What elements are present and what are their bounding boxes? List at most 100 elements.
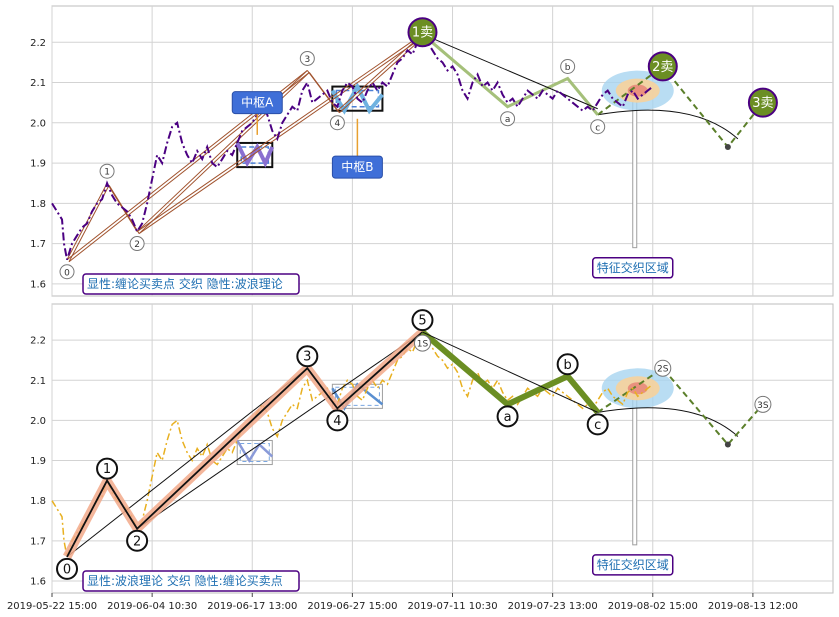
correction-trend	[422, 33, 598, 110]
wave-point-marker	[96, 457, 119, 480]
wave-channel	[337, 33, 423, 112]
sell-point-marker	[747, 87, 778, 118]
feature-marker	[632, 98, 638, 249]
wave-point-label: 1	[103, 462, 111, 477]
sell-point-marker	[654, 359, 672, 377]
y-tick-label: 1.9	[30, 456, 46, 467]
wave-point-marker	[500, 111, 516, 127]
projection-dot	[724, 143, 731, 150]
projection-curve	[597, 109, 739, 140]
wave-channel	[339, 35, 425, 114]
feature-label: 特征交织区域	[597, 260, 669, 275]
y-tick-label: 2.1	[30, 376, 46, 387]
zhongshu-label-box	[231, 91, 283, 115]
wave-point-label: 3	[304, 55, 310, 65]
x-tick-label: 2019-06-27 15:00	[307, 601, 397, 612]
wave-point-marker	[329, 115, 345, 131]
sell-point-marker	[407, 17, 438, 48]
feature-label-box	[591, 257, 674, 279]
panel-caption-box	[82, 273, 300, 295]
wave-point-label: c	[594, 418, 601, 433]
panel-top: 1.6 1.7 1.8 1.9 2.0 2.1 2.2 0 1 2 3 4 a b c 1卖 2卖 3卖 中枢A 中枢…	[30, 5, 834, 297]
wave-channel	[138, 35, 425, 234]
y-tick-label: 1.8	[30, 199, 46, 210]
wave-point-label: c	[595, 123, 600, 133]
y-tick-label: 1.7	[30, 239, 46, 250]
sell-point-label: 3卖	[752, 96, 773, 111]
wave-point-marker	[560, 59, 576, 74]
sell-point-label: 1卖	[412, 26, 433, 41]
wave-point-label: 0	[64, 268, 70, 278]
projection-dot	[724, 441, 731, 448]
panel-caption: 显性:缠论买卖点 交织 隐性:波浪理论	[87, 276, 283, 291]
wave-channel	[66, 367, 308, 558]
wave-point-label: 1	[104, 168, 110, 178]
sell-point-marker	[413, 334, 431, 352]
wave-point-marker	[326, 409, 349, 432]
projection-dashed	[597, 65, 764, 149]
wave-point-label: 3	[303, 350, 311, 365]
wave-point-marker	[496, 405, 519, 428]
x-tick-label: 2019-06-17 13:00	[207, 601, 297, 612]
y-tick-label: 1.6	[30, 576, 46, 587]
feature-label: 特征交织区域	[597, 557, 669, 572]
zhongshu-path	[236, 439, 274, 463]
zhongshu-label-box	[331, 155, 383, 179]
wave-point-marker	[99, 163, 115, 179]
y-tick-label: 2.0	[30, 416, 46, 427]
wave-point-label: 5	[418, 314, 426, 329]
x-tick-label: 2019-07-23 13:00	[508, 601, 598, 612]
wave-point-label: a	[504, 410, 512, 425]
wave-point-marker	[129, 236, 145, 252]
x-tick-label: 2019-05-22 15:00	[7, 601, 97, 612]
sell-point-marker	[754, 395, 772, 413]
panel-caption: 显性:波浪理论 交织 隐性:缠论买卖点	[87, 573, 283, 588]
wave-point-marker	[296, 345, 319, 368]
wave-point-label: 2	[133, 534, 141, 549]
zhongshu-path	[235, 142, 275, 168]
feature-zone-hot	[627, 382, 648, 395]
zhongshu-box	[236, 141, 274, 169]
panel-caption-box	[82, 570, 300, 592]
wave-channel	[308, 72, 340, 114]
sell-point-label: 2S	[657, 365, 669, 375]
zhongshu-path	[330, 82, 384, 115]
plot-area	[51, 5, 834, 297]
correction-path	[421, 33, 599, 116]
wave-point-label: 2	[134, 240, 140, 250]
sell-point-label: 1S	[417, 340, 429, 350]
wave-point-marker	[411, 309, 434, 332]
sell-point-marker	[647, 51, 678, 82]
y-tick-label: 2.0	[30, 118, 46, 129]
wave-point-marker	[126, 529, 149, 552]
wave-point-marker	[556, 353, 579, 376]
wave-point-marker	[299, 50, 315, 66]
correction-wave	[420, 329, 601, 415]
y-tick-label: 1.9	[30, 159, 46, 170]
feature-marker	[632, 395, 638, 546]
y-tick-label: 2.1	[30, 78, 46, 89]
zhongshu-label: 中枢A	[241, 95, 274, 110]
zhongshu-box	[236, 439, 273, 466]
x-tick-label: 2019-07-11 10:30	[407, 601, 497, 612]
sell-point-label: 3S	[757, 401, 769, 411]
feature-label-box	[591, 554, 674, 576]
wave-channel	[136, 331, 423, 530]
wave-point-marker	[59, 264, 75, 280]
wave-point-marker	[590, 119, 606, 135]
panel-bottom: 1.6 1.7 1.8 1.9 2.0 2.1 2.2 0 1 2 3 4 5 a b c 1S 2S 3S 特征交织…	[30, 303, 834, 594]
wave-point-label: a	[505, 115, 511, 125]
y-tick-label: 2.2	[30, 336, 46, 347]
wave-point-label: 4	[333, 414, 341, 429]
wave-point-label: 4	[334, 119, 340, 129]
wave-point-label: 0	[63, 562, 71, 577]
impulse-wave	[66, 331, 424, 558]
x-tick-label: 2019-06-04 10:30	[107, 601, 197, 612]
x-tick-label: 2019-08-13 12:00	[708, 601, 798, 612]
wave-point-label: b	[565, 63, 571, 73]
wave-point-marker	[56, 557, 79, 580]
x-tick-label: 2019-08-02 15:00	[608, 601, 698, 612]
correction-trend	[422, 331, 598, 413]
y-tick-label: 1.8	[30, 496, 46, 507]
projection-dashed	[597, 366, 764, 447]
